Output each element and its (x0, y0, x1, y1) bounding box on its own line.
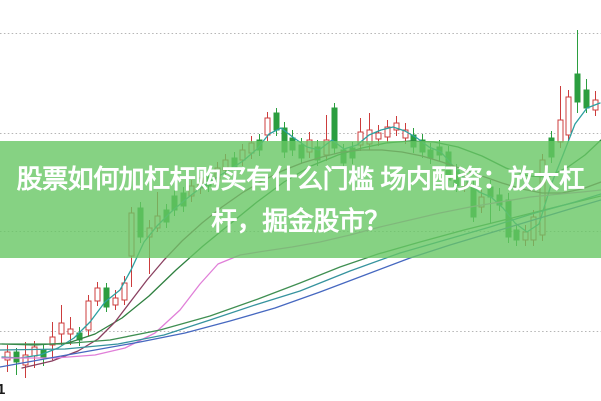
headline-line-1: 股票如何加杠杆购买有什么门槛 场内配资：放大杠 (16, 164, 585, 194)
headline-line-2: 杆，掘金股市？ (211, 206, 390, 236)
headline-banner: 股票如何加杠杆购买有什么门槛 场内配资：放大杠 杆，掘金股市？ (0, 141, 601, 258)
corner-mark: 1 (0, 381, 6, 398)
